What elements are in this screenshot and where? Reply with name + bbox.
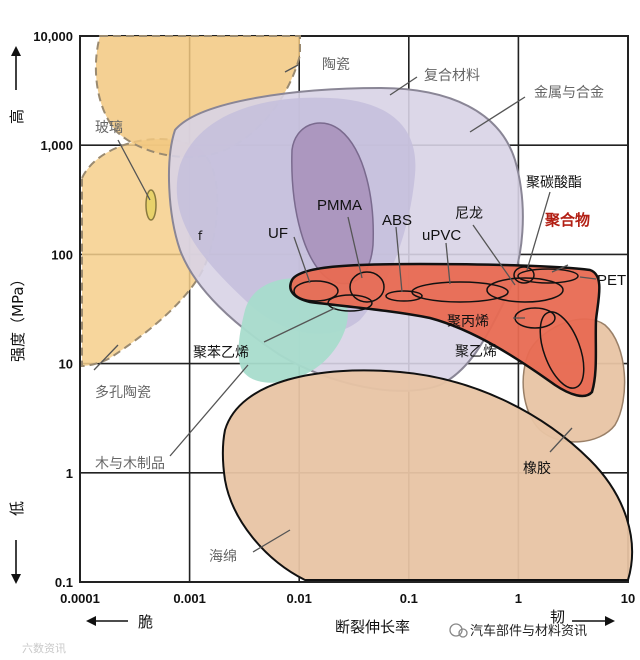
y-arrow-up-head bbox=[11, 46, 21, 56]
label-rubber: 橡胶 bbox=[523, 460, 551, 477]
axes-annotations: 断裂伸长率 脆 韧 强度（MPa） 高 低 bbox=[8, 46, 615, 636]
wechat-icon bbox=[449, 623, 463, 637]
y-arrow-down-head bbox=[11, 574, 21, 584]
blob-nylon bbox=[486, 277, 564, 303]
plot-frame bbox=[79, 35, 629, 583]
label-pmma: PMMA bbox=[317, 197, 362, 214]
label-glass: 玻璃 bbox=[95, 119, 123, 136]
y-axis-low-label: 低 bbox=[8, 501, 26, 516]
region-foam bbox=[221, 369, 634, 581]
x-axis-high-label: 韧 bbox=[550, 608, 565, 626]
label-composite: 复合材料 bbox=[424, 67, 480, 84]
label-pe: 聚乙烯 bbox=[455, 344, 497, 360]
label-stray-f: f bbox=[198, 229, 203, 243]
blob-abs bbox=[385, 290, 423, 302]
x-tick-label: 0.01 bbox=[287, 591, 312, 606]
blob-pe bbox=[539, 311, 585, 389]
label-wood: 木与木制品 bbox=[95, 456, 165, 472]
label-nylon: 尼龙 bbox=[455, 206, 483, 222]
blob-upvc bbox=[411, 281, 509, 303]
label-ceramic: 陶瓷 bbox=[322, 57, 350, 73]
label-upvc: uPVC bbox=[422, 227, 461, 244]
label-abs: ABS bbox=[382, 212, 412, 229]
x-tick-label: 0.1 bbox=[400, 591, 418, 606]
x-tick-label: 0.0001 bbox=[60, 591, 100, 606]
regions bbox=[81, 35, 634, 581]
leader-lines bbox=[93, 64, 597, 553]
y-tick-label: 1,000 bbox=[40, 138, 73, 153]
wechat-icon-inner bbox=[458, 628, 468, 638]
x-arrow-left-head bbox=[86, 616, 96, 626]
region-labels: 陶瓷 复合材料 金属与合金 玻璃 PMMA UF ABS 尼龙 uPVC 聚碳酸… bbox=[95, 57, 626, 565]
y-axis-high-label: 高 bbox=[8, 109, 26, 124]
blob-pc bbox=[513, 266, 535, 284]
watermark-left: 六数资讯 bbox=[22, 642, 66, 655]
label-pc: 聚碳酸酯 bbox=[526, 175, 582, 191]
x-tick-label: 0.001 bbox=[173, 591, 206, 606]
blob-pet bbox=[517, 268, 579, 284]
x-axis-low-label: 脆 bbox=[138, 613, 153, 631]
blob-ps bbox=[327, 294, 373, 312]
blob-uf bbox=[293, 280, 339, 302]
y-tick-label: 1 bbox=[66, 466, 73, 481]
x-axis-title: 断裂伸长率 bbox=[335, 618, 410, 636]
x-tick-label: 10 bbox=[621, 591, 635, 606]
region-pmma bbox=[291, 122, 374, 285]
label-ps: 聚苯乙烯 bbox=[193, 344, 249, 361]
y-tick-label: 100 bbox=[51, 247, 73, 262]
watermarks: 汽车部件与材料资讯 六数资讯 bbox=[22, 623, 587, 655]
y-axis-title: 强度（MPa） bbox=[9, 271, 27, 362]
x-tick-label: 1 bbox=[515, 591, 522, 606]
label-porous-ceramic: 多孔陶瓷 bbox=[95, 384, 151, 401]
blob-pmma-low bbox=[349, 271, 385, 303]
label-pet: PET bbox=[597, 272, 626, 289]
y-tick-label: 10,000 bbox=[33, 29, 73, 44]
label-uf: UF bbox=[268, 225, 288, 242]
label-metal: 金属与合金 bbox=[534, 85, 604, 101]
label-polymer: 聚合物 bbox=[544, 211, 590, 229]
label-foam: 海绵 bbox=[209, 548, 237, 565]
y-tick-label: 0.1 bbox=[55, 575, 73, 590]
watermark-right: 汽车部件与材料资讯 bbox=[470, 623, 587, 639]
x-arrow-right-head bbox=[605, 616, 615, 626]
label-pp: 聚丙烯 bbox=[447, 314, 489, 330]
ticks: 0.0001 0.001 0.01 0.1 1 10 0.1 1 10 100 1,000 10,00… bbox=[33, 29, 635, 606]
region-polymer bbox=[289, 262, 601, 398]
y-tick-label: 10 bbox=[59, 357, 73, 372]
